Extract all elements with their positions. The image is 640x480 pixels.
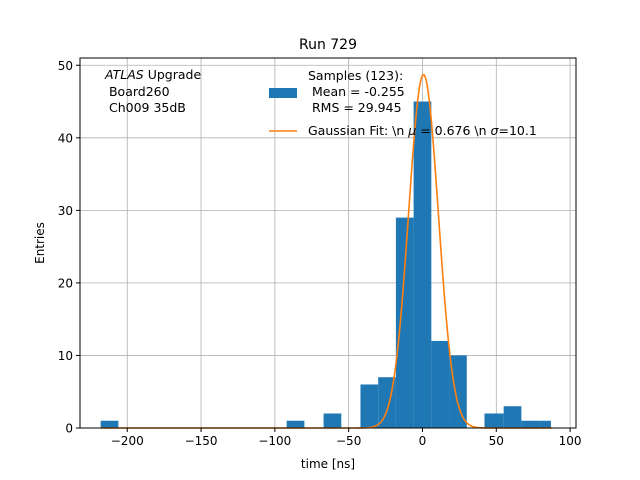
histogram-bar bbox=[413, 101, 432, 428]
legend-histogram-swatch bbox=[269, 88, 297, 98]
legend-fit-part-2: = 0.676 \n bbox=[416, 123, 490, 138]
x-tick-label: −150 bbox=[185, 434, 218, 448]
histogram-bar bbox=[484, 413, 504, 428]
y-axis-label: Entries bbox=[33, 222, 47, 264]
histogram-bar bbox=[503, 406, 522, 428]
histogram-bar bbox=[100, 420, 119, 428]
x-tick-label: −50 bbox=[336, 434, 361, 448]
legend-fit-sigma: σ bbox=[491, 123, 500, 138]
legend: Samples (123): Mean = -0.255 RMS = 29.94… bbox=[269, 68, 537, 138]
x-tick-label: 100 bbox=[559, 434, 582, 448]
legend-fit-part-1: Gaussian Fit: \n bbox=[308, 123, 408, 138]
histogram-bar bbox=[540, 420, 551, 428]
y-tick-label: 0 bbox=[65, 422, 73, 436]
x-axis-label: time [ns] bbox=[301, 457, 355, 471]
legend-fit-label: Gaussian Fit: \n μ = 0.676 \n σ=10.1 bbox=[308, 123, 537, 138]
annotation-line-3: Ch009 35dB bbox=[105, 100, 186, 115]
y-axis-ticks: 0 10 20 30 40 50 bbox=[58, 59, 80, 436]
annotation-line-1: ATLAS Upgrade bbox=[104, 67, 201, 82]
histogram-bar bbox=[286, 420, 305, 428]
histogram-bar bbox=[449, 355, 467, 428]
atlas-annotation: ATLAS Upgrade Board260 Ch009 35dB bbox=[104, 67, 201, 115]
plot-frame bbox=[79, 57, 577, 429]
legend-histogram-line-3: RMS = 29.945 bbox=[308, 100, 402, 115]
histogram-bar bbox=[323, 413, 342, 428]
legend-histogram-line-1: Samples (123): bbox=[308, 68, 403, 83]
y-tick-label: 30 bbox=[58, 204, 73, 218]
legend-histogram-line-2: Mean = -0.255 bbox=[308, 84, 405, 99]
y-tick-label: 40 bbox=[58, 131, 73, 145]
chart-title: Run 729 bbox=[299, 37, 357, 53]
histogram-bar bbox=[521, 420, 541, 428]
histogram-bars bbox=[100, 101, 551, 428]
legend-fit-mu: μ bbox=[407, 123, 416, 138]
x-tick-label: −100 bbox=[258, 434, 291, 448]
y-tick-label: 20 bbox=[58, 276, 73, 290]
x-tick-label: 50 bbox=[489, 434, 504, 448]
x-tick-label: −200 bbox=[111, 434, 144, 448]
y-tick-label: 10 bbox=[58, 349, 73, 363]
annotation-upgrade: Upgrade bbox=[144, 67, 202, 82]
annotation-atlas: ATLAS bbox=[104, 67, 144, 82]
histogram-bar bbox=[360, 384, 379, 428]
histogram-bar bbox=[395, 217, 414, 428]
histogram-bar bbox=[431, 340, 450, 428]
annotation-line-2: Board260 bbox=[105, 84, 170, 99]
legend-fit-part-3: =10.1 bbox=[498, 123, 536, 138]
y-tick-label: 50 bbox=[58, 59, 73, 73]
x-axis-ticks: −200 −150 −100 −50 0 50 100 bbox=[111, 428, 582, 448]
x-tick-label: 0 bbox=[419, 434, 427, 448]
